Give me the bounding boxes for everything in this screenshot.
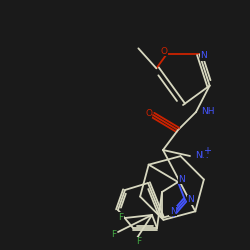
Text: F: F [111, 230, 116, 239]
Text: NH: NH [196, 150, 209, 160]
Text: +: + [203, 146, 211, 156]
Text: O: O [145, 108, 152, 118]
Text: N: N [170, 207, 176, 216]
Text: F: F [118, 212, 123, 222]
Text: N: N [178, 175, 185, 184]
Text: N: N [200, 51, 207, 60]
Text: N: N [187, 196, 194, 204]
Text: NH: NH [202, 107, 215, 116]
Text: F: F [136, 237, 141, 246]
Text: O: O [160, 47, 168, 56]
